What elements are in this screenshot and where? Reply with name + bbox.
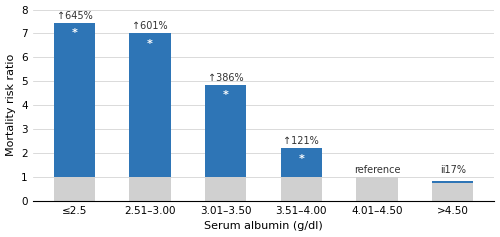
Bar bbox=[356, 177, 398, 201]
Text: *: * bbox=[72, 28, 78, 38]
Text: *: * bbox=[147, 39, 153, 49]
Bar bbox=[54, 23, 95, 177]
Text: *: * bbox=[223, 91, 228, 100]
Bar bbox=[432, 183, 474, 201]
Bar bbox=[129, 177, 171, 201]
Bar bbox=[129, 33, 171, 177]
Text: ↑601%: ↑601% bbox=[132, 21, 168, 31]
Bar bbox=[205, 85, 246, 177]
Text: ⅱ17%: ⅱ17% bbox=[440, 165, 466, 175]
Bar bbox=[280, 148, 322, 177]
Text: ↑645%: ↑645% bbox=[56, 11, 92, 21]
Bar bbox=[280, 177, 322, 201]
X-axis label: Serum albumin (g/dl): Serum albumin (g/dl) bbox=[204, 221, 323, 232]
Text: *: * bbox=[298, 154, 304, 164]
Bar bbox=[205, 177, 246, 201]
Bar bbox=[432, 181, 474, 183]
Text: reference: reference bbox=[354, 165, 400, 175]
Text: ↑386%: ↑386% bbox=[208, 73, 244, 83]
Bar bbox=[54, 177, 95, 201]
Text: ↑121%: ↑121% bbox=[284, 136, 319, 146]
Y-axis label: Mortality risk ratio: Mortality risk ratio bbox=[6, 54, 16, 156]
